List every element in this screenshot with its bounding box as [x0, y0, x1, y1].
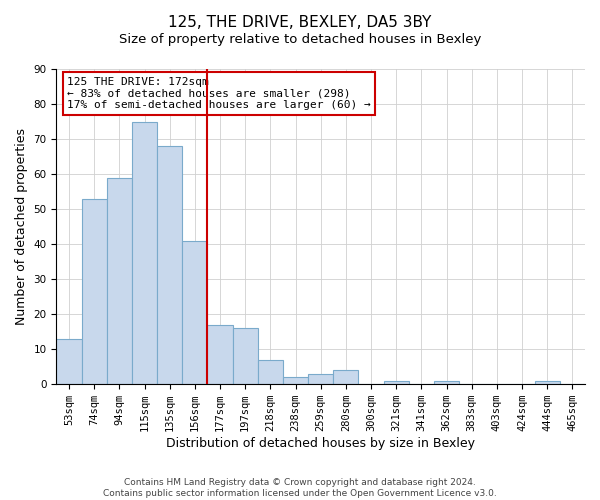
Text: Contains HM Land Registry data © Crown copyright and database right 2024.
Contai: Contains HM Land Registry data © Crown c… [103, 478, 497, 498]
Bar [434, 380, 459, 384]
Bar [333, 370, 358, 384]
Bar [535, 380, 560, 384]
Bar [233, 328, 258, 384]
Bar [283, 377, 308, 384]
Bar [182, 240, 208, 384]
Bar [383, 380, 409, 384]
Bar [308, 374, 333, 384]
Text: Size of property relative to detached houses in Bexley: Size of property relative to detached ho… [119, 32, 481, 46]
Bar [208, 324, 233, 384]
Bar [157, 146, 182, 384]
Bar [82, 198, 107, 384]
Text: 125, THE DRIVE, BEXLEY, DA5 3BY: 125, THE DRIVE, BEXLEY, DA5 3BY [169, 15, 431, 30]
Y-axis label: Number of detached properties: Number of detached properties [15, 128, 28, 325]
Bar [107, 178, 132, 384]
Bar [56, 338, 82, 384]
Bar [258, 360, 283, 384]
Bar [132, 122, 157, 384]
X-axis label: Distribution of detached houses by size in Bexley: Distribution of detached houses by size … [166, 437, 475, 450]
Text: 125 THE DRIVE: 172sqm
← 83% of detached houses are smaller (298)
17% of semi-det: 125 THE DRIVE: 172sqm ← 83% of detached … [67, 77, 371, 110]
